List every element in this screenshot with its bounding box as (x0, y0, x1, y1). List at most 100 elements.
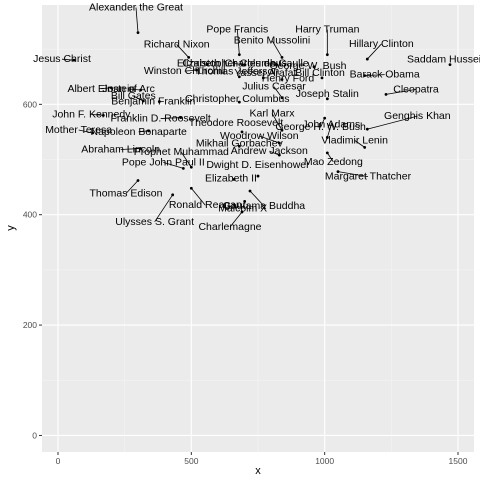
leader-line (184, 69, 197, 72)
data-point (232, 177, 236, 181)
leader-line (271, 113, 283, 131)
point-label: Thomas Jefferson (195, 66, 279, 78)
leader-line (266, 63, 277, 65)
data-point (181, 166, 185, 170)
data-point (280, 128, 284, 132)
leader-line (78, 129, 93, 134)
data-point (237, 75, 241, 79)
data-point (240, 210, 244, 214)
point-label: Benjamin Franklin (111, 96, 195, 108)
data-point (237, 100, 241, 104)
leader-line (337, 171, 369, 178)
data-point (237, 53, 241, 57)
data-point (363, 74, 367, 78)
leader-line (125, 180, 139, 194)
point-label: Genghis Khan (384, 110, 451, 122)
point-label: Woodrow Wilson (220, 130, 299, 142)
x-tick-label: 0 (56, 456, 61, 466)
leader-line (61, 58, 75, 61)
data-point (205, 63, 209, 66)
point-label: Pope Francis (206, 24, 268, 36)
data-point (136, 31, 140, 34)
leader-line (269, 150, 280, 156)
data-point (261, 76, 265, 80)
plot-panel: Alexander the Great Pope Francis Harry Tru… (33, 2, 480, 452)
point-label: Mother Teresa (45, 124, 112, 136)
point-label: Theodore Roosevelt (189, 117, 284, 129)
point-label: Joan of Arc (102, 83, 155, 95)
data-points (72, 31, 452, 214)
point-label: Vladimir Lenin (321, 134, 388, 146)
leader-line (176, 44, 189, 58)
data-point (277, 153, 281, 157)
point-label: Jesus Christ (33, 53, 91, 65)
point-label: Napoleon Bonaparte (91, 126, 187, 138)
point-labels: Alexander the Great Pope Francis Harry Tru… (33, 2, 480, 233)
data-point (141, 99, 145, 103)
y-axis-title: y (5, 225, 17, 231)
point-label: Prophet Muhammad (134, 146, 229, 158)
point-label: Abraham Lincoln (81, 143, 160, 155)
point-label: Christopher Columbus (182, 58, 286, 70)
point-label: Mikhail Gorbachev (196, 137, 284, 149)
data-point (240, 130, 244, 134)
point-label: Mao Zedong (304, 156, 363, 168)
leader-line (236, 29, 240, 55)
leader-line (135, 7, 139, 33)
point-label: Malcolm X (218, 202, 267, 214)
data-point (320, 76, 324, 80)
data-point (139, 147, 143, 150)
data-point (312, 65, 316, 69)
data-point (243, 63, 247, 66)
data-point (280, 56, 284, 59)
point-label: Cleopatra (393, 83, 439, 95)
point-label: Dwight D. Eisenhower (206, 159, 310, 171)
leader-line (229, 211, 243, 228)
leader-line (163, 161, 184, 169)
data-point (72, 58, 76, 62)
point-label: Yasser Arafat (234, 67, 296, 79)
data-point (384, 93, 388, 96)
data-point (323, 116, 327, 120)
point-label: Harry Truman (295, 24, 359, 36)
y-tick-label: 200 (23, 320, 37, 330)
point-label: Joseph Stalin (296, 88, 359, 100)
point-label: Benito Mussolini (234, 34, 310, 46)
leader-line (259, 135, 280, 144)
y-tick-label: 0 (32, 430, 37, 440)
point-label: George H. W. Bush (275, 121, 366, 133)
leader-line (385, 89, 417, 95)
point-label: Karl Marx (250, 107, 296, 119)
major-gridlines (42, 5, 474, 452)
point-label: Albert Einstein (67, 83, 135, 95)
data-point (189, 165, 193, 169)
leader-line (367, 115, 418, 130)
point-label: Margaret Thatcher (325, 171, 412, 183)
data-point (195, 68, 199, 72)
point-label: Saddam Hussein (407, 54, 480, 66)
leader-line (364, 74, 385, 77)
point-label: Charles de Gaulle (225, 58, 309, 70)
point-label: Andrew Jackson (231, 145, 308, 157)
data-point (280, 78, 284, 81)
point-label: Thomas Edison (90, 187, 163, 199)
leader-line (160, 117, 181, 119)
x-tick-label: 500 (184, 456, 198, 466)
leader-line (273, 86, 283, 98)
point-label: Franklin D. Roosevelt (110, 113, 210, 125)
point-label: Winston Churchill (144, 65, 226, 77)
leader-line (128, 88, 141, 91)
data-point (171, 193, 175, 197)
leader-line (367, 43, 382, 60)
data-point (147, 129, 151, 133)
point-label: Alexander the Great (89, 2, 183, 14)
point-label: Elizabeth II (205, 172, 257, 184)
data-point (336, 170, 340, 174)
x-axis-ticks: 0 500 1000 1500 (56, 452, 468, 466)
data-point (136, 179, 140, 182)
y-tick-label: 400 (23, 210, 37, 220)
data-point (277, 141, 281, 145)
leader-line (101, 87, 112, 90)
data-point (189, 186, 193, 190)
leader-line (120, 148, 141, 150)
